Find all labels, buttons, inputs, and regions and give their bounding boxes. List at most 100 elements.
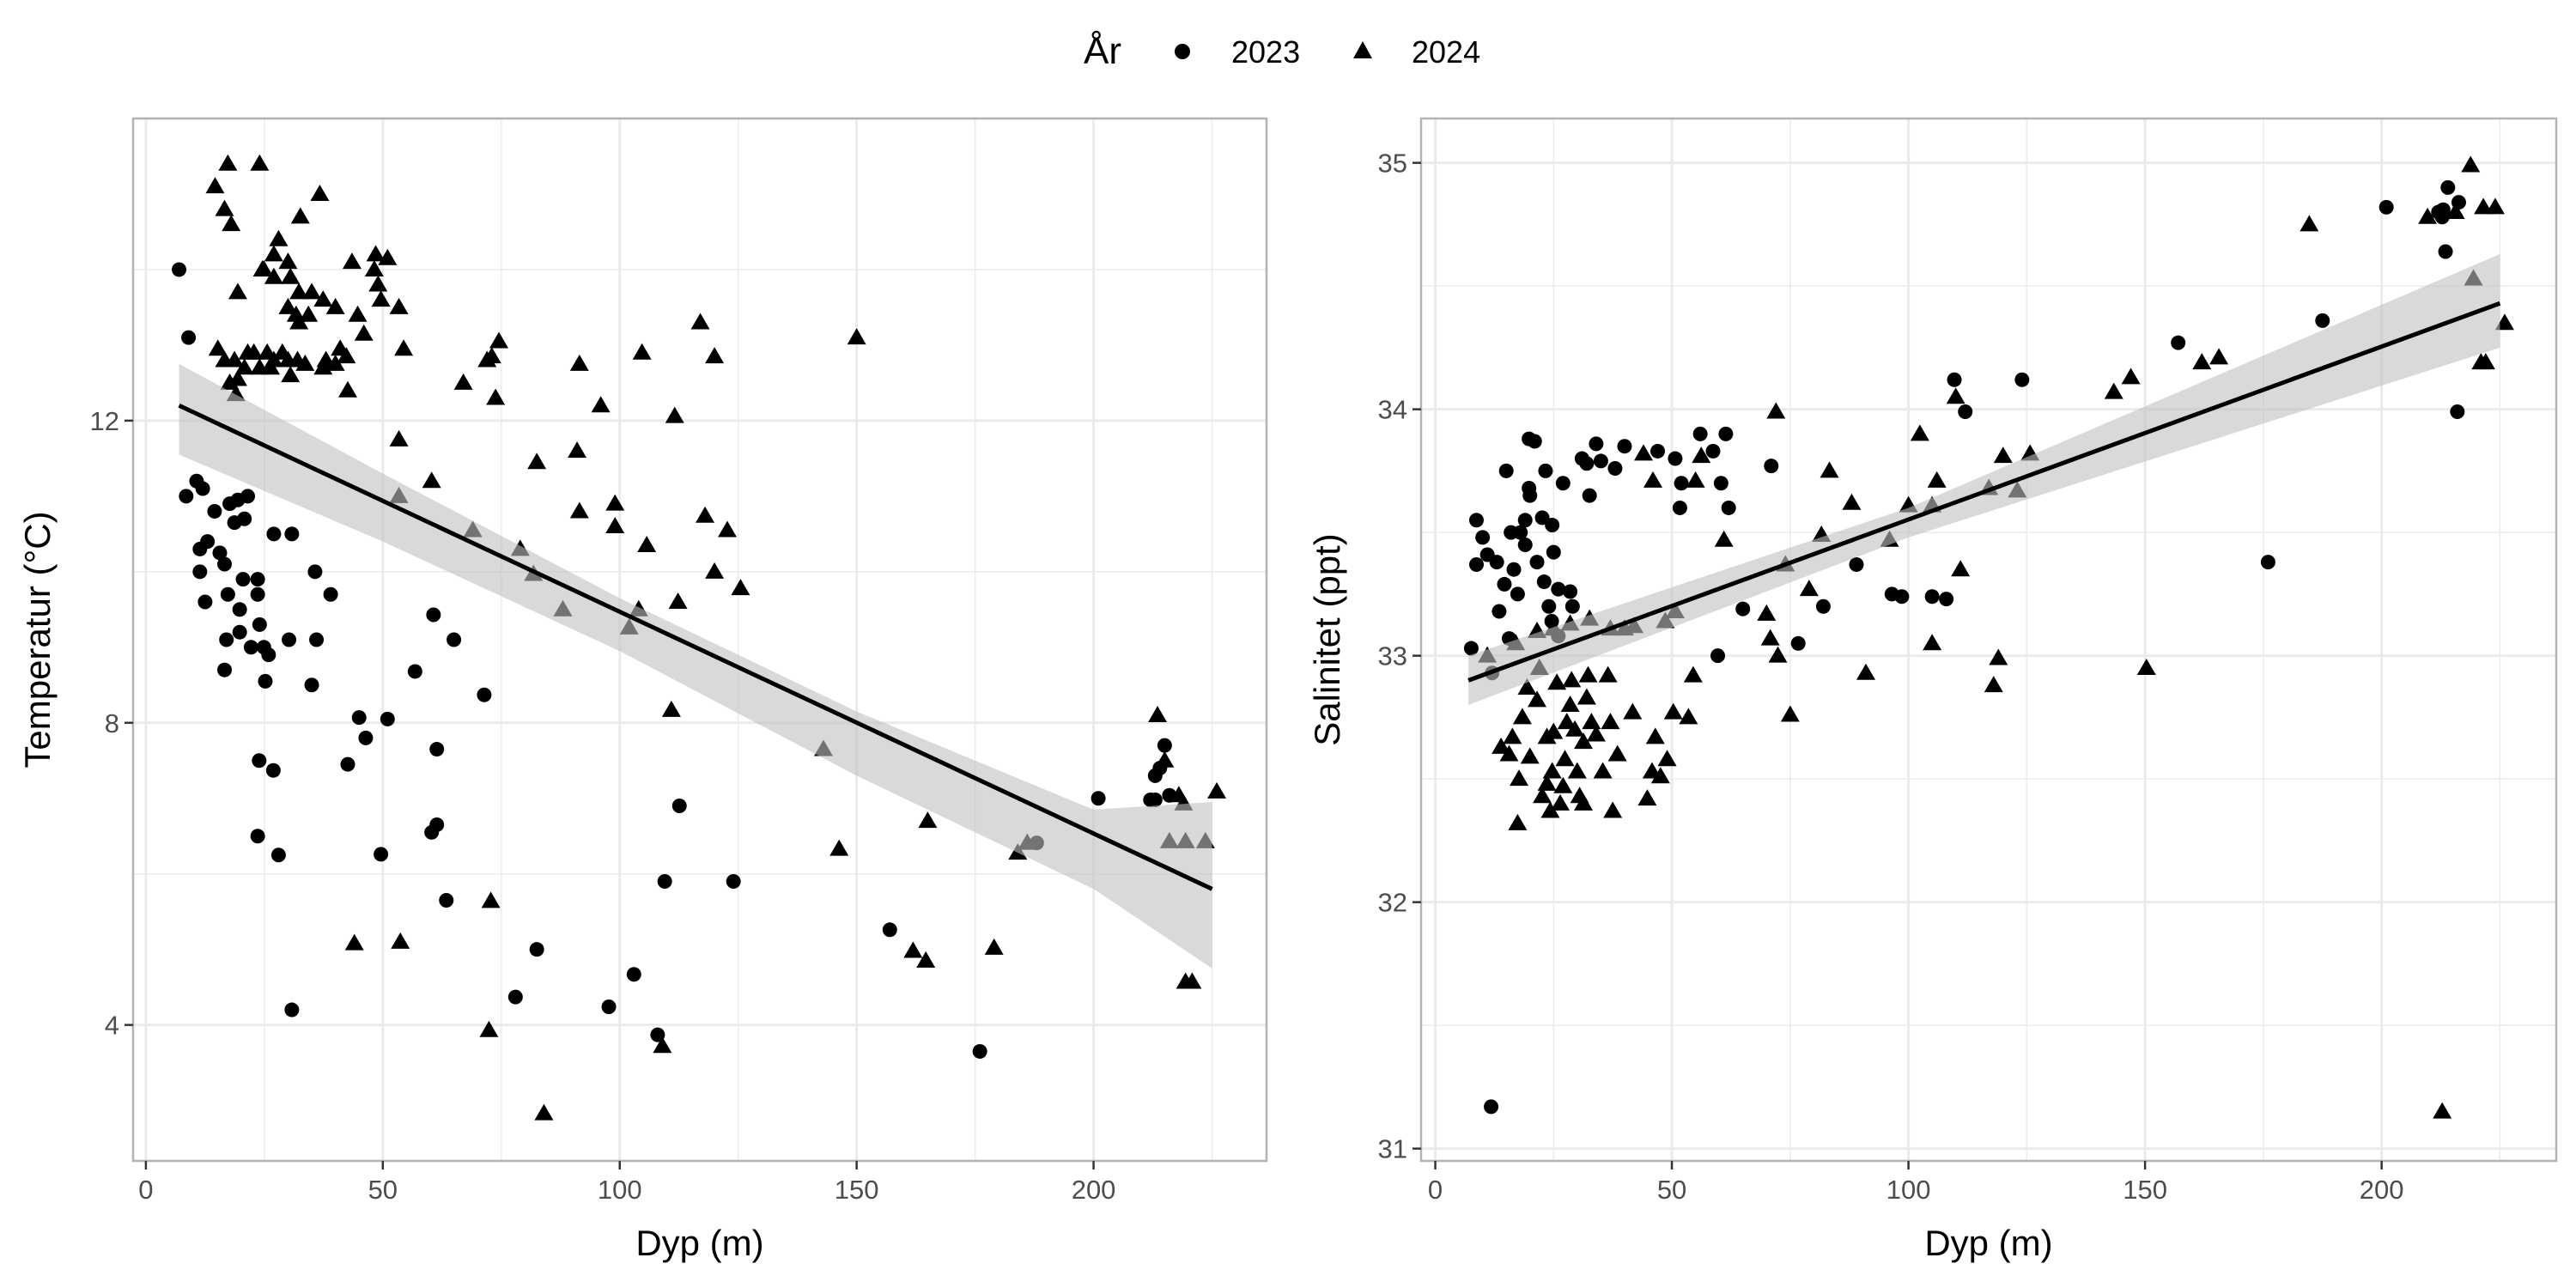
point-2023 [429, 742, 445, 757]
point-2023 [1579, 456, 1595, 471]
point-2024 [637, 536, 657, 553]
point-2023 [1527, 434, 1542, 449]
point-2024 [668, 592, 688, 610]
point-2023 [200, 534, 216, 550]
point-2024 [228, 283, 247, 300]
point-2023 [439, 893, 454, 908]
point-2024 [1574, 732, 1594, 750]
legend-title: År [1084, 30, 1121, 72]
point-2023 [601, 999, 617, 1015]
point-2024 [1946, 387, 1965, 404]
point-2024 [1714, 530, 1734, 547]
point-2023 [1536, 574, 1552, 590]
point-2023 [2171, 335, 2186, 350]
point-2024 [2476, 353, 2495, 370]
point-2024 [1528, 690, 1547, 708]
point-2023 [172, 262, 187, 277]
point-2024 [984, 938, 1004, 955]
point-2024 [1582, 713, 1601, 730]
point-2024 [1510, 769, 1529, 787]
point-2024 [218, 154, 238, 171]
point-2023 [1947, 372, 1962, 387]
point-2024 [1492, 737, 1511, 754]
point-2023 [1563, 584, 1578, 599]
point-2024 [394, 339, 414, 356]
point-2024 [299, 305, 319, 322]
point-2023 [258, 673, 273, 689]
point-2023 [657, 874, 672, 890]
point-2024 [1910, 424, 1929, 441]
point-2023 [250, 572, 265, 587]
point-2023 [2379, 199, 2394, 215]
x-tick-label: 0 [138, 1175, 153, 1205]
point-2023 [265, 762, 281, 778]
y-axis-title-right: Salinitet (ppt) [1307, 533, 1347, 745]
legend-label-2024: 2024 [1412, 34, 1480, 70]
point-2023 [1506, 562, 1522, 577]
x-tick-label: 50 [1657, 1175, 1686, 1205]
point-2023 [380, 711, 395, 726]
point-2024 [1578, 665, 1598, 683]
point-2024 [1547, 673, 1567, 690]
point-2024 [1148, 705, 1168, 722]
point-2024 [234, 358, 254, 375]
point-2023 [1492, 604, 1507, 619]
point-2024 [2433, 1102, 2452, 1119]
point-2024 [354, 324, 374, 341]
point-2023 [340, 756, 355, 772]
point-2024 [1760, 629, 1780, 646]
point-2024 [205, 177, 225, 194]
point-2023 [1147, 792, 1163, 807]
point-2023 [429, 817, 445, 833]
point-2024 [368, 275, 388, 292]
point-2024 [705, 562, 725, 579]
point-2024 [2300, 215, 2319, 232]
point-2023 [1790, 635, 1806, 651]
trend-line [178, 404, 1213, 891]
point-2024 [653, 1036, 672, 1054]
point-2024 [1683, 665, 1703, 683]
point-2023 [270, 848, 286, 863]
point-2023 [240, 489, 256, 504]
point-2024 [228, 369, 247, 386]
point-2023 [282, 632, 297, 647]
point-2024 [1623, 702, 1643, 720]
point-2024 [1650, 767, 1670, 784]
confidence-band [179, 363, 1212, 969]
point-2023 [426, 607, 441, 623]
point-2023 [197, 594, 213, 610]
point-2024 [289, 283, 309, 300]
point-2023 [1498, 463, 1514, 478]
point-2024 [1679, 708, 1698, 725]
x-tick-label: 200 [1072, 1175, 1116, 1205]
x-tick-label: 200 [2360, 1175, 2404, 1205]
legend-label-2023: 2023 [1231, 34, 1300, 70]
point-2024 [344, 933, 364, 951]
point-2024 [1607, 744, 1627, 762]
point-2024 [269, 229, 289, 246]
point-2024 [2494, 313, 2514, 331]
point-2024 [1586, 725, 1606, 742]
point-2024 [222, 215, 241, 232]
point-2023 [2438, 244, 2453, 259]
point-2023 [1958, 404, 1973, 420]
point-2024 [2445, 203, 2465, 220]
point-2024 [1577, 688, 1596, 705]
point-2023 [1475, 530, 1491, 545]
point-2023 [1564, 598, 1580, 614]
point-2024 [1574, 793, 1594, 811]
point-2023 [179, 489, 194, 504]
point-2023 [529, 942, 544, 957]
point-2024 [1565, 720, 1585, 737]
point-2024 [264, 245, 283, 262]
point-2024 [1512, 708, 1532, 725]
point-2023 [237, 511, 252, 526]
point-2024 [453, 373, 473, 390]
point-2024 [310, 184, 330, 201]
point-2024 [847, 328, 866, 345]
point-2024 [1692, 447, 1711, 464]
point-2023 [374, 847, 389, 862]
legend-key-triangle [1353, 41, 1372, 58]
point-2023 [1617, 439, 1632, 454]
point-2023 [1510, 586, 1525, 602]
